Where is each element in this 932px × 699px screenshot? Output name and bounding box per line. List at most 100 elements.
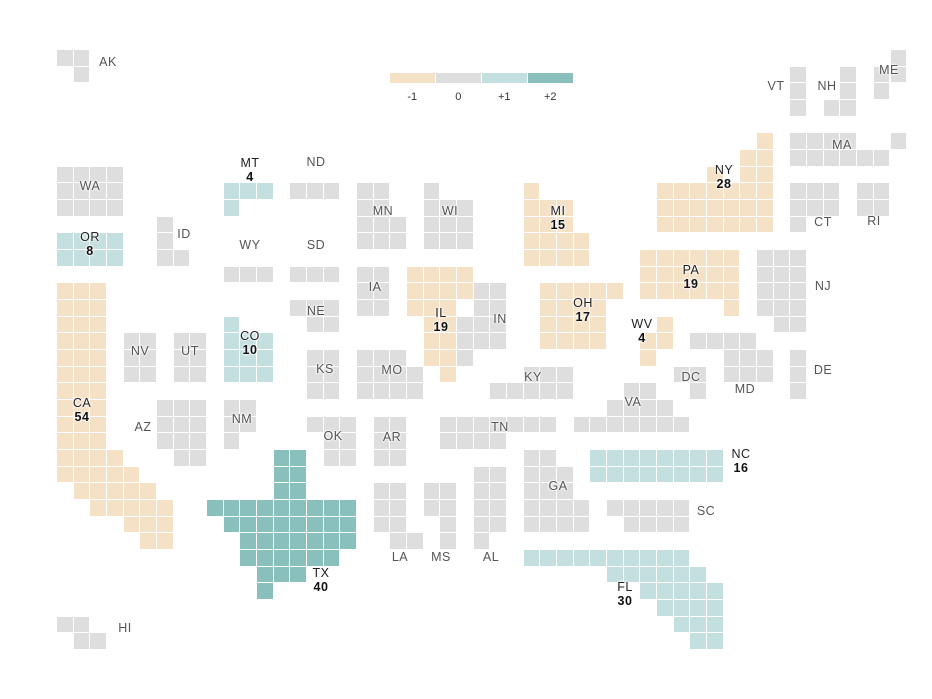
state-tile [440, 416, 456, 433]
state-tile [90, 366, 106, 383]
state-tile [323, 416, 340, 433]
state-abbr: TX [312, 566, 330, 580]
state-tile [657, 283, 673, 299]
state-tile [257, 333, 273, 349]
state-tile [273, 483, 290, 499]
state-tile [557, 200, 573, 216]
state-tile [457, 283, 473, 299]
state-label-ak: AK [99, 55, 117, 69]
state-tile [323, 450, 340, 466]
state-tile [490, 316, 506, 333]
state-tile [123, 333, 140, 349]
state-tile [540, 516, 557, 533]
state-tile [607, 566, 623, 583]
state-tile [73, 366, 90, 383]
state-tile [707, 166, 723, 183]
state-tile [323, 433, 340, 449]
state-tile [73, 233, 90, 249]
state-tile [357, 216, 373, 233]
state-tile [573, 516, 590, 533]
state-tile [440, 233, 456, 249]
state-tile [90, 350, 106, 366]
state-tile [807, 150, 823, 166]
state-tile [107, 233, 123, 249]
state-tile [240, 400, 256, 416]
electoral-votes: 16 [733, 461, 749, 475]
state-tile [723, 183, 740, 199]
state-tile [540, 200, 557, 216]
state-tile [440, 200, 456, 216]
state-tile [440, 350, 456, 366]
state-tile [690, 466, 707, 483]
state-tile [790, 183, 807, 199]
state-tile [57, 333, 73, 349]
state-tile [323, 500, 340, 516]
state-tile [690, 250, 707, 266]
state-tile [690, 266, 707, 283]
state-tile [640, 250, 657, 266]
state-label-md: MD [735, 382, 755, 396]
state-tile [657, 183, 673, 199]
state-abbr: AK [99, 55, 117, 69]
state-tile [440, 283, 456, 299]
state-tile [740, 150, 757, 166]
state-tile [73, 50, 90, 66]
state-tile [140, 500, 156, 516]
state-tile [523, 466, 540, 483]
state-abbr: LA [391, 550, 409, 564]
state-tile [640, 550, 657, 566]
state-tile [273, 500, 290, 516]
state-tile [757, 150, 773, 166]
state-tile [473, 283, 490, 299]
state-tile [440, 433, 456, 449]
state-tile [407, 533, 423, 550]
state-tile [57, 50, 73, 66]
state-tile [623, 450, 640, 466]
state-tile [673, 416, 690, 433]
state-tile [673, 500, 690, 516]
state-tile [523, 450, 540, 466]
state-tile [673, 550, 690, 566]
state-tile [390, 533, 406, 550]
state-tile [373, 500, 390, 516]
state-tile [707, 216, 723, 233]
state-tile [773, 266, 790, 283]
state-tile [740, 366, 757, 383]
state-tile [307, 416, 323, 433]
state-tile [573, 283, 590, 299]
state-tile [707, 450, 723, 466]
state-tile [557, 550, 573, 566]
state-tile [73, 300, 90, 316]
state-tile [723, 200, 740, 216]
state-tile [190, 416, 206, 433]
state-tile [57, 433, 73, 449]
state-tile [823, 200, 840, 216]
state-tile [90, 200, 106, 216]
state-tile [440, 316, 456, 333]
legend-swatch-plus2 [528, 73, 573, 83]
state-tile [890, 133, 907, 149]
state-tile [457, 433, 473, 449]
state-tile [840, 150, 857, 166]
state-tile [523, 200, 540, 216]
state-tile [640, 383, 657, 399]
state-abbr: ND [306, 155, 326, 169]
state-tile [673, 466, 690, 483]
state-tile [190, 366, 206, 383]
state-tile [73, 316, 90, 333]
state-tile [757, 300, 773, 316]
state-tile [90, 333, 106, 349]
state-tile [557, 233, 573, 249]
state-tile [723, 266, 740, 283]
state-tile [290, 516, 306, 533]
state-tile [657, 583, 673, 600]
state-abbr: SD [306, 238, 326, 252]
state-tile [523, 500, 540, 516]
state-tile [323, 383, 340, 399]
state-tile [57, 366, 73, 383]
state-tile [390, 233, 406, 249]
state-tile [757, 283, 773, 299]
state-tile [357, 350, 373, 366]
state-tile [540, 316, 557, 333]
